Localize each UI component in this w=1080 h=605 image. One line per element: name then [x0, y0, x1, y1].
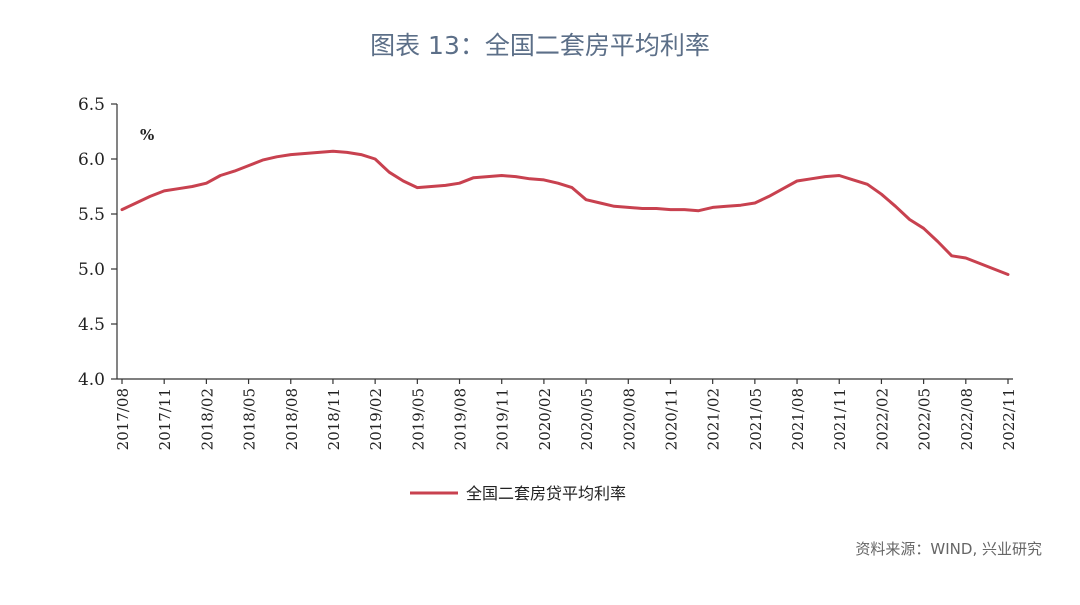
x-tick-label: 2022/02: [873, 388, 891, 450]
x-tick-label: 2019/11: [494, 388, 512, 450]
x-tick-label: 2020/11: [662, 388, 680, 450]
line-chart: 4.0 4.5 5.0 5.5 6.0 6.5 2017/08 2017/11 2018/02…: [78, 95, 1018, 503]
series-lines: [120, 149, 1010, 276]
x-tick-label: 2022/08: [958, 388, 976, 450]
x-tick-label: 2020/05: [578, 388, 596, 450]
x-tick-label: 2022/05: [916, 388, 934, 450]
y-tick-label: 5.5: [78, 205, 105, 225]
x-tick-label: 2019/08: [452, 388, 470, 450]
legend: 全国二套房贷平均利率: [410, 484, 626, 503]
x-tick-label: 2021/05: [747, 388, 765, 450]
x-axis: 2017/08 2017/11 2018/02 2018/05 2018/08 2018/…: [114, 378, 1018, 450]
y-tick-label: 4.5: [78, 315, 105, 335]
x-tick-label: 2021/11: [831, 388, 849, 450]
x-tick-label: 2020/08: [620, 388, 638, 450]
x-tick-label: 2018/02: [198, 388, 216, 450]
x-tick-label: 2019/02: [367, 388, 385, 450]
x-tick-label: 2018/08: [283, 388, 301, 450]
y-tick-label: 5.0: [78, 260, 105, 280]
series-line: [120, 149, 1010, 276]
unit-label: %: [140, 126, 154, 144]
y-tick-label: 6.5: [78, 95, 105, 115]
legend-label: 全国二套房贷平均利率: [466, 484, 626, 503]
y-tick-label: 4.0: [78, 370, 105, 390]
chart-title: 图表 13：全国二套房平均利率: [370, 31, 710, 60]
x-tick-label: 2018/11: [325, 388, 343, 450]
x-tick-label: 2022/11: [1000, 388, 1018, 450]
source-note: 资料来源：WIND, 兴业研究: [855, 540, 1042, 558]
x-tick-label: 2019/05: [409, 388, 427, 450]
y-tick-label: 6.0: [78, 150, 105, 170]
x-tick-label: 2021/02: [705, 388, 723, 450]
x-tick-label: 2020/02: [536, 388, 554, 450]
x-tick-label: 2018/05: [241, 388, 259, 450]
x-tick-label: 2017/11: [156, 388, 174, 450]
y-axis: 4.0 4.5 5.0 5.5 6.0 6.5: [78, 95, 118, 390]
x-tick-label: 2021/08: [789, 388, 807, 450]
x-tick-label: 2017/08: [114, 388, 132, 450]
